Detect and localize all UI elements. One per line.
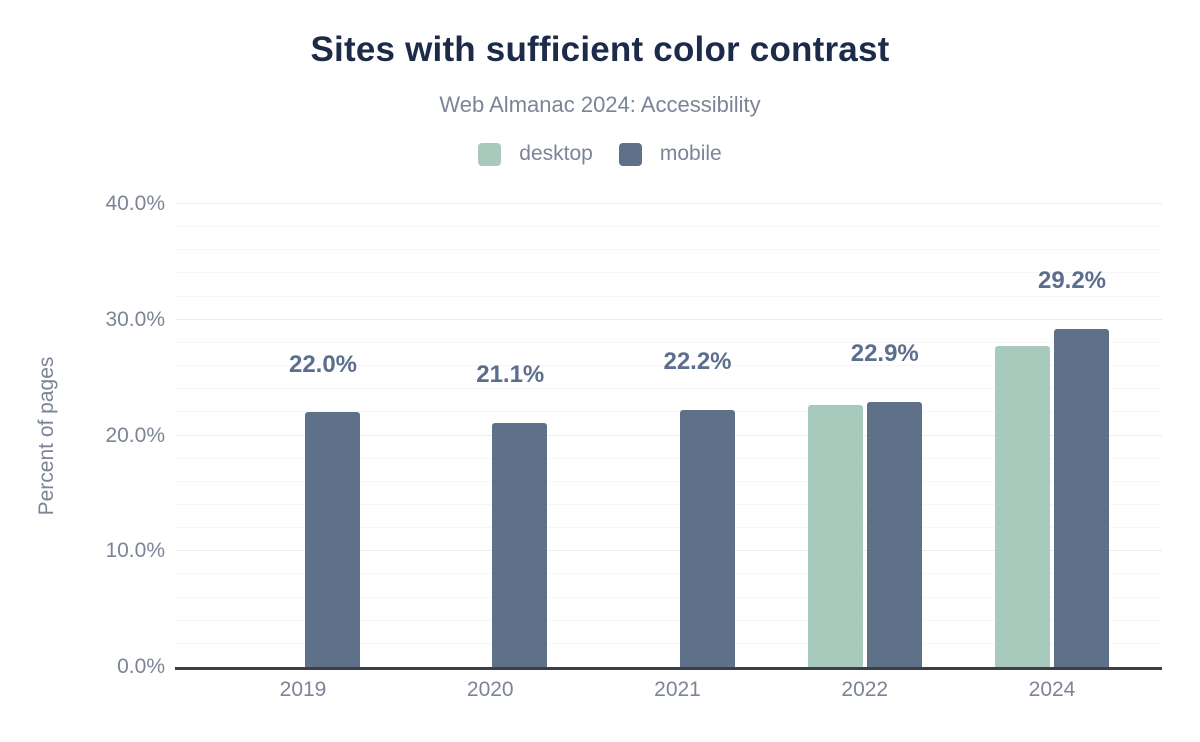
bar-desktop-2022 [807, 405, 863, 667]
bar-desktop-2024 [995, 346, 1050, 667]
minor-gridline [175, 249, 1162, 251]
legend-label-mobile: mobile [659, 142, 722, 165]
x-tick-label-2021: 2021 [654, 678, 701, 701]
value-label-2020: 21.1% [476, 361, 545, 389]
minor-gridline [175, 411, 1162, 413]
bar-mobile-2024 [1054, 329, 1109, 667]
y-tick-label-10: 10.0% [105, 539, 165, 563]
minor-gridline [175, 642, 1162, 644]
bar-mobile-2020 [492, 422, 548, 667]
legend-swatch-desktop [478, 142, 502, 166]
minor-gridline [175, 457, 1162, 459]
major-gridline [175, 550, 1162, 552]
minor-gridline [175, 365, 1162, 367]
value-label-2021: 22.2% [663, 348, 732, 376]
bar-mobile-2022 [866, 401, 922, 667]
minor-gridline [175, 226, 1162, 228]
x-tick-label-2022: 2022 [841, 678, 889, 701]
minor-gridline [175, 388, 1162, 390]
minor-gridline [175, 573, 1162, 575]
value-label-2024: 29.2% [1037, 267, 1107, 295]
minor-gridline [175, 272, 1162, 274]
chart-title: Sites with sufficient color contrast [310, 30, 890, 69]
x-tick-label-2024: 2024 [1028, 678, 1076, 701]
legend-item-desktop: desktop [478, 142, 593, 166]
bar-mobile-2019 [305, 412, 360, 667]
minor-gridline [175, 619, 1162, 621]
plot-area: 22.0% 21.1% 22.2% 22.9% 29.2% [175, 203, 1162, 670]
chart-subtitle: Web Almanac 2024: Accessibility [439, 92, 761, 117]
value-label-2022: 22.9% [850, 340, 919, 368]
legend-swatch-mobile [618, 142, 642, 166]
x-tick-label-2020: 2020 [466, 678, 514, 701]
major-gridline [175, 434, 1162, 436]
minor-gridline [175, 480, 1162, 482]
bar-mobile-2021 [679, 410, 735, 667]
minor-gridline [175, 527, 1162, 529]
y-tick-label-30: 30.0% [105, 307, 165, 331]
legend: desktop mobile [0, 142, 1200, 166]
value-label-2019: 22.0% [288, 350, 358, 378]
major-gridline [175, 318, 1162, 320]
legend-item-mobile: mobile [618, 142, 722, 166]
minor-gridline [175, 596, 1162, 598]
y-tick-label-40: 40.0% [105, 192, 165, 215]
minor-gridline [175, 295, 1162, 297]
y-tick-label-20: 20.0% [105, 423, 165, 447]
x-tick-label-2019: 2019 [279, 678, 327, 701]
y-tick-label-0: 0.0% [117, 655, 165, 678]
legend-label-desktop: desktop [519, 142, 593, 165]
minor-gridline [175, 503, 1162, 505]
minor-gridline [175, 341, 1162, 343]
major-gridline [175, 203, 1162, 204]
